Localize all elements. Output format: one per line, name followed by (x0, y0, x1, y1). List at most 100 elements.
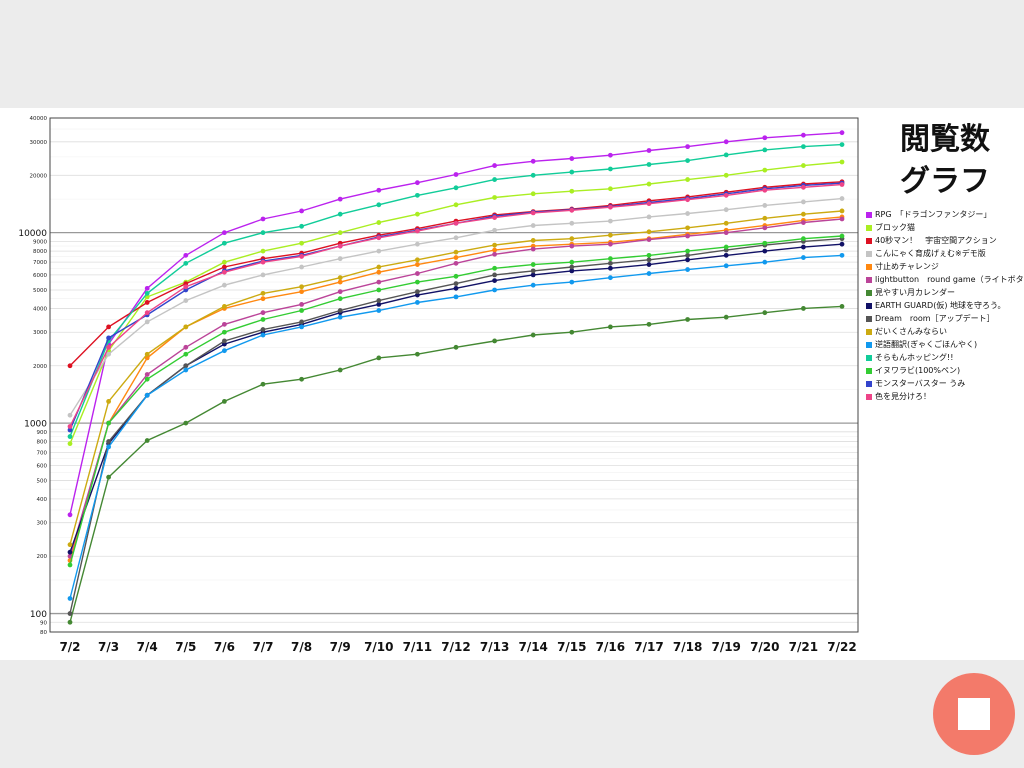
data-point (260, 290, 266, 296)
data-point (801, 236, 806, 242)
x-tick-label: 7/12 (441, 640, 470, 654)
data-point (67, 611, 73, 616)
legend-swatch (866, 380, 872, 387)
data-point (839, 241, 845, 247)
legend-label: ブロック猫 (875, 223, 915, 232)
data-point (453, 255, 459, 260)
data-point (801, 306, 806, 311)
data-point (299, 284, 304, 290)
data-point (299, 289, 304, 295)
data-point (569, 188, 575, 194)
data-point (646, 201, 652, 207)
legend-label: 逆語翻訳(ぎゃくごほんやく) (875, 340, 978, 349)
data-point (492, 278, 497, 284)
legend-swatch (866, 302, 872, 309)
data-point (453, 220, 459, 226)
x-tick-label: 7/6 (214, 640, 235, 654)
data-point (492, 215, 497, 220)
data-point (646, 271, 652, 276)
data-point (569, 243, 575, 249)
data-point (222, 338, 227, 344)
data-point (415, 192, 420, 198)
legend-swatch (866, 341, 872, 348)
legend-swatch (866, 224, 872, 231)
x-tick-label: 7/18 (673, 640, 702, 654)
data-point (685, 158, 690, 163)
data-point (530, 172, 536, 178)
data-point (839, 233, 845, 239)
data-point (67, 363, 73, 369)
data-point (762, 248, 768, 254)
data-point (608, 186, 613, 192)
data-point (839, 208, 845, 214)
data-point (492, 287, 497, 293)
data-point (67, 512, 73, 518)
data-point (415, 300, 420, 305)
legend-swatch (866, 367, 872, 374)
data-point (801, 220, 806, 225)
data-point (183, 284, 189, 290)
data-point (530, 282, 536, 288)
data-point (260, 381, 266, 387)
data-point (67, 562, 73, 568)
legend-item: 色を見分けろ！ (866, 390, 1024, 403)
data-point (222, 399, 227, 404)
data-point (415, 279, 420, 285)
data-point (67, 434, 73, 439)
data-point (144, 290, 150, 296)
legend-item: モンスターバスター うみ (866, 377, 1024, 390)
data-point (723, 192, 729, 198)
data-point (67, 619, 73, 625)
data-point (646, 162, 652, 167)
data-point (144, 300, 150, 305)
series-line-11 (69, 254, 843, 599)
data-point (260, 296, 266, 302)
data-point (839, 142, 845, 147)
legend-item: 寸止めチャレンジ (866, 260, 1024, 273)
data-point (415, 289, 420, 295)
data-point (415, 271, 420, 276)
data-point (183, 298, 189, 303)
data-point (569, 236, 575, 242)
legend-swatch (866, 393, 872, 400)
data-point (569, 264, 575, 270)
data-point (106, 474, 111, 480)
y-tick-label: 80 (40, 630, 47, 636)
data-point (337, 275, 343, 281)
legend-item: そらもんホッピング!! (866, 351, 1024, 364)
legend-swatch (866, 354, 872, 361)
data-point (530, 238, 536, 243)
legend-item: lightbutton round game（ライトボタン） (866, 273, 1024, 286)
stop-button[interactable] (933, 673, 1015, 755)
data-point (569, 156, 575, 161)
data-point (376, 220, 382, 225)
data-point (376, 248, 382, 254)
data-point (569, 268, 575, 274)
y-tick-label: 4000 (33, 306, 47, 312)
legend-item: EARTH GUARD(仮) 地球を守ろう。 (866, 299, 1024, 312)
data-point (762, 259, 768, 265)
data-point (453, 249, 459, 255)
legend-label: RPG 「ドラゴンファンタジー」 (875, 210, 992, 219)
data-point (376, 279, 382, 285)
stop-icon (958, 698, 990, 730)
data-point (144, 392, 150, 398)
x-tick-label: 7/10 (364, 640, 393, 654)
legend-swatch (866, 315, 872, 322)
y-tick-label: 100 (30, 610, 47, 620)
data-point (762, 240, 768, 246)
y-tick-label: 900 (37, 430, 48, 436)
data-point (299, 319, 304, 325)
data-point (144, 372, 150, 377)
data-point (685, 177, 690, 182)
x-tick-label: 7/9 (330, 640, 351, 654)
data-point (801, 132, 806, 138)
data-point (376, 308, 382, 313)
x-tick-label: 7/14 (518, 640, 547, 654)
data-point (260, 248, 266, 254)
data-point (337, 314, 343, 320)
legend-item: だいくさんみならい (866, 325, 1024, 338)
data-point (762, 167, 768, 173)
data-point (569, 220, 575, 226)
data-point (415, 257, 420, 263)
